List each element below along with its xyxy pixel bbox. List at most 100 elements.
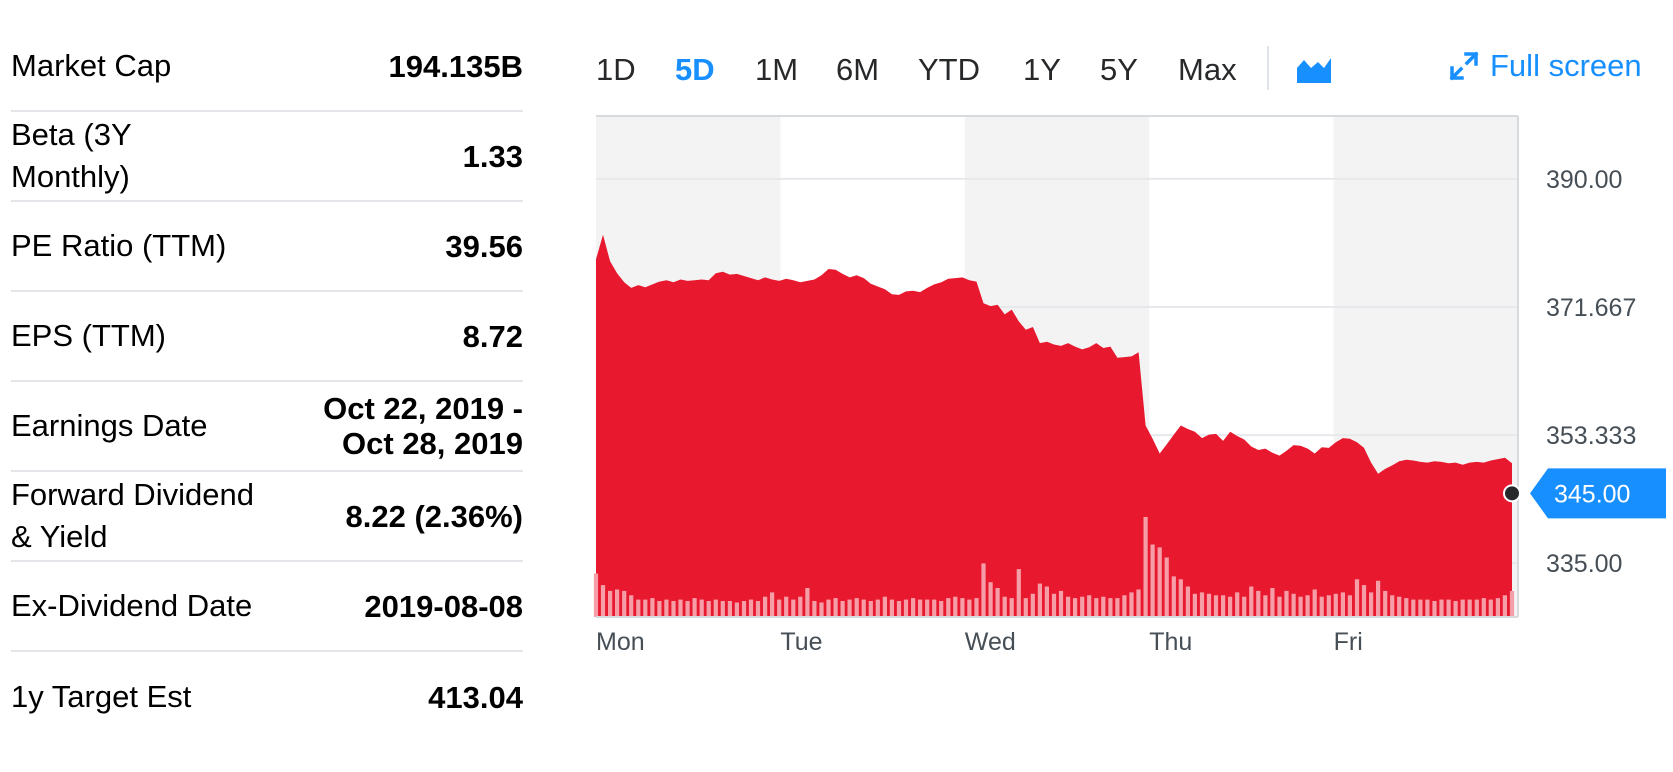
volume-bar [1453,601,1458,617]
volume-bar [1270,588,1275,617]
volume-bar [1481,598,1486,617]
volume-bar [1242,596,1247,617]
volume-bar [995,588,1000,617]
volume-bar [1460,599,1465,617]
volume-bar [1319,596,1324,617]
volume-bar [1221,595,1226,618]
volume-bar [1256,590,1261,617]
range-1d[interactable]: 1D [596,52,636,87]
volume-bar [918,599,923,617]
stat-label: PE Ratio (TTM) [11,228,227,263]
volume-bar [593,573,599,617]
volume-bar [643,599,648,617]
price-badge-shape [1530,468,1666,519]
stat-row-target-est: 1y Target Est 413.04 [11,652,523,742]
stat-value: 1.33 [462,138,523,174]
volume-bar [1101,596,1106,617]
volume-bar [678,599,683,617]
volume-bar [741,601,747,617]
volume-bar [650,598,655,617]
stat-row-eps: EPS (TTM) 8.72 [11,292,523,382]
x-tick-label: Mon [596,628,645,656]
fullscreen-button[interactable]: Full screen [1448,48,1642,84]
volume-bar [734,602,739,617]
stat-row-forward-dividend: Forward Dividend & Yield 8.22 (2.36%) [11,472,523,562]
volume-bar [1354,579,1360,617]
stat-row-beta: Beta (3Y Monthly) 1.33 [11,112,523,202]
fullscreen-label: Full screen [1490,48,1642,83]
range-6m[interactable]: 6M [836,52,880,87]
stat-row-earnings-date: Earnings Date Oct 22, 2019 - Oct 28, 201… [11,382,523,472]
volume-bar [1073,598,1078,617]
volume-bar [826,599,831,617]
volume-bar [1080,596,1085,617]
volume-bar [685,601,690,617]
range-5d[interactable]: 5D [675,52,715,87]
quote-summary-table: Market Cap 194.135B Beta (3Y Monthly) 1.… [11,22,523,742]
volume-bar [1404,598,1409,617]
stat-label: 1y Target Est [11,679,192,714]
stat-value: 8.72 [462,318,523,354]
volume-bar [1291,593,1296,617]
volume-bar [840,601,845,617]
volume-bar [1298,596,1303,617]
volume-bar [1185,586,1190,617]
volume-bar [1094,598,1099,617]
area-chart-icon[interactable] [1296,56,1332,89]
volume-bar [1509,590,1515,617]
volume-bar [1376,580,1381,618]
volume-bar [755,601,761,617]
range-5y[interactable]: 5Y [1100,52,1138,87]
volume-bar [1488,599,1493,617]
volume-bar [1340,592,1345,618]
volume-bar [1228,596,1233,617]
volume-bar [1390,595,1395,618]
x-axis-labels: Mon Tue Wed Thu Fri [596,628,1363,656]
range-max[interactable]: Max [1178,52,1237,87]
volume-bar [1411,599,1416,617]
volume-bars [593,517,1515,618]
volume-bar [1347,595,1352,618]
volume-bar [615,589,620,618]
volume-bar [600,585,606,617]
volume-bar [960,598,965,617]
range-ytd[interactable]: YTD [918,52,980,87]
x-tick-label: Fri [1334,628,1363,656]
volume-bar [784,596,789,617]
volume-bar [1277,596,1282,617]
volume-bar [1030,593,1035,617]
volume-bar [1178,579,1183,617]
volume-bar [953,596,958,617]
volume-bar [1235,592,1240,618]
volume-bar [1361,585,1367,617]
stat-label: Beta (3Y Monthly) [11,117,132,194]
volume-bar [911,598,916,617]
stat-label: Market Cap [11,48,172,83]
volume-bar [1425,599,1430,617]
volume-bar [727,601,732,617]
current-price-dot [1503,484,1521,503]
volume-bar [1397,596,1402,617]
earnings-date-end: Oct 28, 2019 [342,426,523,461]
stat-value: Oct 22, 2019 - Oct 28, 2019 [323,391,523,461]
range-1y[interactable]: 1Y [1023,52,1061,87]
range-1m[interactable]: 1M [755,52,799,87]
volume-bar [1305,595,1310,618]
volume-bar [1136,589,1141,618]
stat-value: 2019-08-08 [364,588,523,624]
volume-bar [1108,598,1113,617]
volume-bar [706,601,711,617]
expand-arrows-icon [1449,51,1479,81]
volume-bar [1495,598,1500,617]
current-price-badge: 345.00 [1503,468,1666,519]
volume-bar [657,601,662,617]
volume-bar [1044,586,1049,617]
volume-bar [1432,601,1437,617]
volume-bar [798,596,803,617]
volume-bar [889,599,894,617]
stat-value: 8.22 (2.36%) [345,498,524,534]
volume-bar [1383,590,1388,617]
volume-bar [1023,598,1028,617]
volume-bar [1502,595,1507,618]
